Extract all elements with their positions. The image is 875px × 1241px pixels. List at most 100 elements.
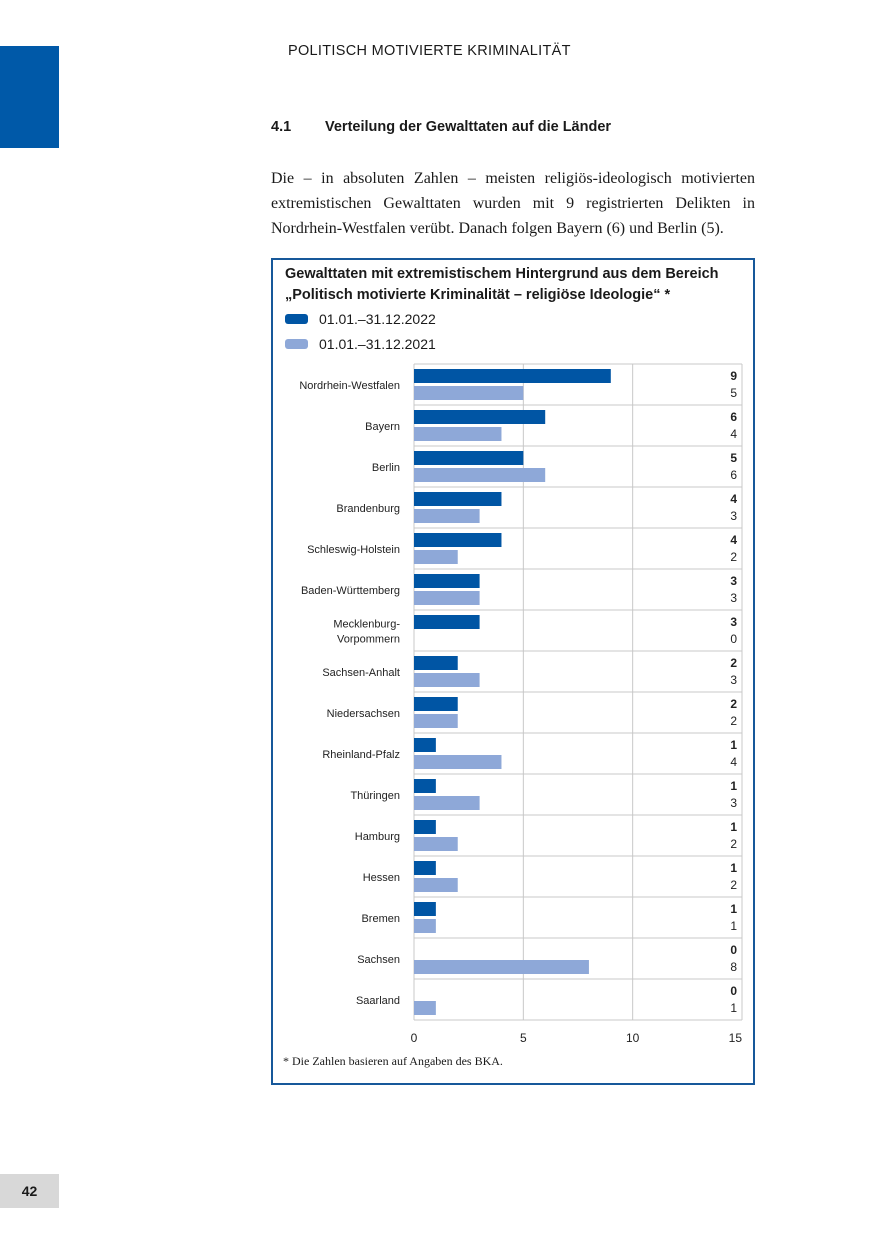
value-label-2021: 5: [730, 386, 737, 400]
x-tick-label: 10: [626, 1031, 640, 1045]
bar-2022: [414, 902, 436, 916]
legend-item-2022: 01.01.–31.12.2022: [285, 306, 743, 331]
section-title: Verteilung der Gewalttaten auf die Lände…: [325, 119, 612, 135]
value-label-2021: 2: [730, 550, 737, 564]
category-label: Baden-Württemberg: [301, 585, 400, 597]
bar-2022: [414, 451, 524, 465]
category-label: Rheinland-Pfalz: [322, 749, 400, 761]
x-tick-label: 0: [411, 1031, 418, 1045]
bar-2022: [414, 738, 436, 752]
category-label: Sachsen: [357, 954, 400, 966]
chart-footnote: * Die Zahlen basieren auf Angaben des BK…: [283, 1054, 503, 1068]
running-header: POLITISCH MOTIVIERTE KRIMINALITÄT: [288, 43, 571, 59]
value-label-2021: 3: [730, 796, 737, 810]
bar-2022: [414, 697, 458, 711]
category-label: Saarland: [356, 995, 400, 1007]
bar-2021: [414, 837, 458, 851]
value-label-2022: 0: [730, 984, 737, 998]
chart-title: Gewalttaten mit extremistischem Hintergr…: [285, 266, 719, 303]
bar-2022: [414, 656, 458, 670]
category-label: Nordrhein-Westfalen: [299, 380, 400, 392]
value-label-2022: 4: [730, 492, 737, 506]
value-label-2022: 0: [730, 943, 737, 957]
legend-swatch: [285, 313, 308, 324]
bar-2022: [414, 779, 436, 793]
value-label-2022: 1: [730, 820, 737, 834]
section-number: 4.1: [271, 119, 292, 135]
value-label-2021: 2: [730, 714, 737, 728]
bar-2021: [414, 550, 458, 564]
bar-2022: [414, 410, 546, 424]
section-heading: 4.1 Verteilung der Gewalttaten auf die Lä…: [271, 119, 611, 135]
category-label: Bayern: [365, 421, 400, 433]
legend-label: 01.01.–31.12.2021: [319, 335, 436, 352]
value-label-2022: 1: [730, 861, 737, 875]
bar-2021: [414, 919, 436, 933]
value-label-2022: 6: [730, 410, 737, 424]
bar-2022: [414, 574, 480, 588]
bar-2021: [414, 468, 546, 482]
bar-2021: [414, 714, 458, 728]
page-number: 42: [0, 1174, 59, 1208]
legend-label: 01.01.–31.12.2022: [319, 310, 436, 327]
value-label-2022: 2: [730, 697, 737, 711]
bar-2022: [414, 861, 436, 875]
bar-2021: [414, 960, 589, 974]
category-label: Berlin: [372, 462, 400, 474]
value-label-2021: 2: [730, 878, 737, 892]
bar-2021: [414, 427, 502, 441]
content-column: Die – in absoluten Zahlen – meisten reli…: [271, 166, 755, 1085]
category-label: Vorpommern: [337, 634, 400, 646]
bar-2022: [414, 492, 502, 506]
category-label: Schleswig-Holstein: [307, 544, 400, 556]
value-label-2021: 8: [730, 960, 737, 974]
bar-2021: [414, 509, 480, 523]
bar-2022: [414, 615, 480, 629]
chart-box: Gewalttaten mit extremistischem Hintergr…: [271, 258, 755, 1085]
category-label: Hamburg: [355, 831, 400, 843]
value-label-2022: 9: [730, 369, 737, 383]
category-label: Sachsen-Anhalt: [322, 667, 400, 679]
value-label-2021: 3: [730, 673, 737, 687]
bar-2021: [414, 796, 480, 810]
value-label-2021: 3: [730, 509, 737, 523]
value-label-2021: 1: [730, 1001, 737, 1015]
value-label-2021: 4: [730, 755, 737, 769]
value-label-2022: 1: [730, 779, 737, 793]
value-label-2022: 1: [730, 738, 737, 752]
value-label-2022: 3: [730, 615, 737, 629]
bar-2022: [414, 820, 436, 834]
value-label-2022: 5: [730, 451, 737, 465]
value-label-2022: 2: [730, 656, 737, 670]
category-label: Thüringen: [350, 790, 400, 802]
x-tick-label: 15: [729, 1031, 743, 1045]
category-label: Brandenburg: [336, 503, 400, 515]
bar-2022: [414, 533, 502, 547]
value-label-2021: 3: [730, 591, 737, 605]
bar-2021: [414, 386, 524, 400]
bar-2021: [414, 591, 480, 605]
value-label-2021: 6: [730, 468, 737, 482]
value-label-2021: 4: [730, 427, 737, 441]
bar-2021: [414, 1001, 436, 1015]
category-label: Mecklenburg-: [333, 619, 400, 631]
category-label: Hessen: [363, 872, 400, 884]
category-label: Niedersachsen: [327, 708, 400, 720]
value-label-2021: 0: [730, 632, 737, 646]
body-paragraph: Die – in absoluten Zahlen – meisten reli…: [271, 170, 755, 237]
value-label-2021: 1: [730, 919, 737, 933]
bar-chart: 0 5 10 15Nordrhein-Westfalen95Bayern64Berli…: [299, 363, 743, 1045]
x-tick-label: 5: [520, 1031, 527, 1045]
bar-2021: [414, 673, 480, 687]
chapter-tab-marker: [0, 46, 59, 148]
value-label-2022: 1: [730, 902, 737, 916]
value-label-2022: 3: [730, 574, 737, 588]
value-label-2021: 2: [730, 837, 737, 851]
bar-2021: [414, 755, 502, 769]
bar-2022: [414, 369, 611, 383]
bar-2021: [414, 878, 458, 892]
category-label: Bremen: [361, 913, 400, 925]
value-label-2022: 4: [730, 533, 737, 547]
legend-swatch: [285, 338, 308, 349]
legend-item-2021: 01.01.–31.12.2021: [285, 331, 743, 356]
